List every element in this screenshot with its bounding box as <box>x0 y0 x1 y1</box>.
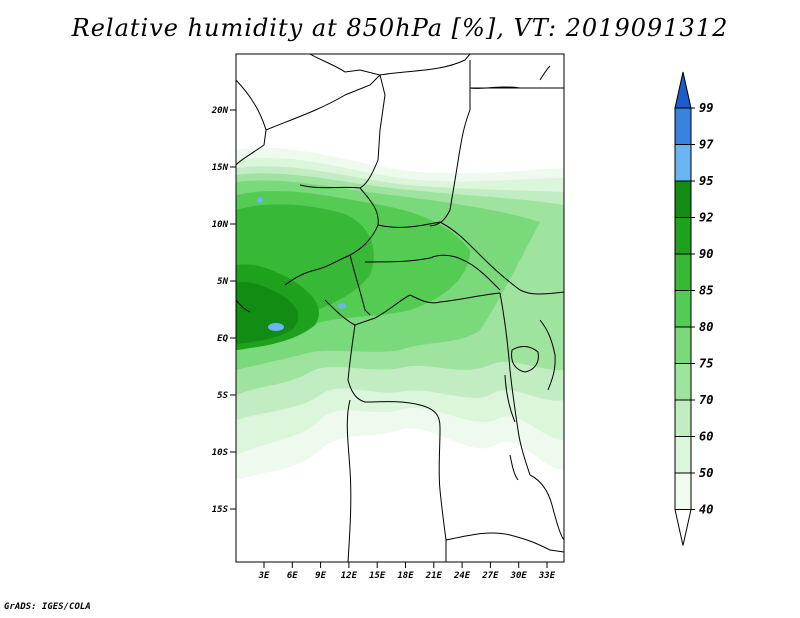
latitude-axis: 20N 15N 10N 5N EQ 5S 10S 15S <box>211 106 236 515</box>
grads-credit: GrADS: IGES/COLA <box>4 602 91 612</box>
legend-label: 97 <box>699 138 714 152</box>
lakes <box>504 65 551 481</box>
lat-label: 5S <box>217 391 228 401</box>
lon-label: 21E <box>425 571 443 581</box>
lon-label: 6E <box>287 571 298 581</box>
lat-label: 10N <box>212 220 229 230</box>
lon-label: 12E <box>341 571 358 581</box>
color-legend: 99 97 95 92 90 85 80 75 70 60 50 40 <box>674 71 714 546</box>
legend-arrow-top <box>674 71 692 109</box>
legend-swatch <box>674 399 692 437</box>
legend-label: 90 <box>699 247 713 261</box>
legend-arrow-bottom <box>674 509 692 546</box>
legend-label: 70 <box>699 393 713 407</box>
legend-label: 99 <box>699 101 713 115</box>
lat-label: 15S <box>212 505 229 515</box>
country-borders <box>236 54 564 562</box>
legend-swatch <box>674 326 692 364</box>
legend-label: 75 <box>699 357 713 371</box>
legend-label: 60 <box>699 430 713 444</box>
legend-swatch <box>674 290 692 328</box>
map-frame <box>235 53 565 563</box>
legend-swatch <box>674 436 692 474</box>
lat-label: 20N <box>211 106 229 116</box>
legend-label: 95 <box>699 174 713 188</box>
legend-label: 40 <box>699 503 713 517</box>
rh-95-patch <box>338 303 346 309</box>
lon-label: 18E <box>397 571 414 581</box>
lon-label: 33E <box>538 571 556 581</box>
legend-swatch <box>674 180 692 218</box>
rh-95-patch <box>257 197 263 203</box>
legend-label: 92 <box>699 211 713 225</box>
lat-label: EQ <box>217 334 228 344</box>
legend-swatch <box>674 253 692 291</box>
legend-swatch <box>674 217 692 255</box>
lon-label: 3E <box>258 571 270 581</box>
longitude-axis: 3E 6E 9E 12E 15E 18E 21E 24E 27E 30E 33E <box>258 562 556 581</box>
legend-label: 80 <box>699 320 713 334</box>
lon-label: 24E <box>453 571 471 581</box>
lon-label: 9E <box>315 571 326 581</box>
legend-swatch <box>674 472 692 510</box>
lon-label: 30E <box>510 571 528 581</box>
legend-swatch <box>674 363 692 401</box>
legend-label: 50 <box>699 466 713 480</box>
legend-swatch <box>674 107 692 145</box>
lat-label: 5N <box>217 277 228 287</box>
lon-label: 15E <box>369 571 386 581</box>
legend-swatch <box>674 144 692 182</box>
humidity-field <box>236 147 564 480</box>
legend-label: 85 <box>699 284 713 298</box>
rh-95-patch <box>268 323 284 331</box>
map-title: Relative humidity at 850hPa [%], VT: 201… <box>71 14 729 42</box>
lon-label: 27E <box>481 571 499 581</box>
lat-label: 15N <box>212 163 229 173</box>
lat-label: 10S <box>212 448 229 458</box>
